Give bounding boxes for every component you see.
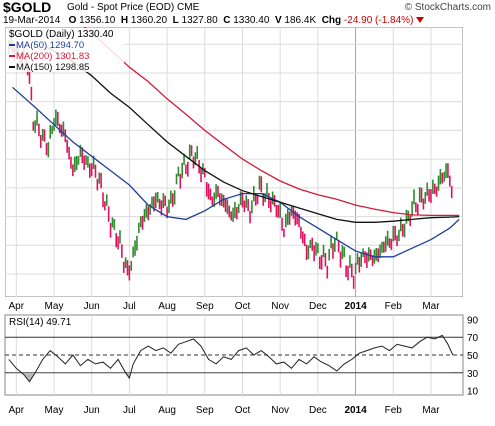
- price-xtick-label: May: [45, 301, 64, 312]
- high-label: H: [120, 15, 129, 26]
- ma50-legend-label: MA(50) 1294.70: [16, 40, 84, 51]
- ma200-legend-label: MA(200) 1301.83: [16, 51, 89, 62]
- price-xtick-label: Jun: [84, 301, 100, 312]
- rsi-xtick-label: Sep: [196, 405, 214, 416]
- price-legend-bg: [6, 28, 124, 72]
- x-axis: Apr Apr May May Jun Jun Jul Jul Aug Aug Sep Sep Oct O…: [9, 301, 441, 416]
- down-arrow-icon: [416, 17, 425, 24]
- rsi-xtick-label: Nov: [271, 405, 289, 416]
- close-value: 1330.40: [233, 15, 270, 26]
- chart-symbol: $GOLD: [3, 0, 52, 15]
- ma150-line: [46, 46, 460, 223]
- price-ytick-label: 1200: [467, 270, 490, 281]
- volume-label: V: [274, 15, 282, 26]
- ma200-line: [83, 27, 460, 217]
- chart-subtitle: Gold - Spot Price (EOD) CME: [67, 2, 200, 13]
- price-xtick-label: Sep: [196, 301, 214, 312]
- price-legend-title: $GOLD (Daily) 1330.40: [9, 29, 114, 40]
- low-label: L: [172, 15, 179, 26]
- price-ytick-label: 1600: [467, 40, 490, 51]
- rsi-line: [8, 334, 454, 383]
- rsi-xtick-label: Mar: [422, 405, 440, 416]
- price-xtick-label: Jul: [123, 301, 136, 312]
- price-ytick-label: 1350: [467, 184, 490, 195]
- high-value: 1360.20: [130, 15, 168, 26]
- rsi-xtick-label: Aug: [158, 405, 176, 416]
- price-panel: 1600 1550 1500 1450 1400 1350 1300 1250 1200 $GOL…: [5, 27, 490, 297]
- rsi-xtick-label: Jul: [123, 405, 136, 416]
- price-xtick-label: Oct: [235, 301, 251, 312]
- rsi-xtick-label: Apr: [9, 405, 25, 416]
- volume-value: 186.4K: [284, 15, 317, 26]
- price-ytick-label: 1400: [467, 155, 490, 166]
- rsi-legend-title: RSI(14) 49.71: [9, 317, 72, 328]
- rsi-panel: 90 70 50 30 10 RSI(14) 49.71: [4, 314, 479, 398]
- quote-date: 19-Mar-2014: [3, 15, 61, 26]
- open-label: O: [68, 15, 77, 26]
- rsi-ytick-label: 10: [467, 387, 479, 398]
- rsi-ytick-label: 70: [467, 333, 479, 344]
- price-ytick-label: 1450: [467, 126, 490, 137]
- rsi-xtick-label: Dec: [309, 405, 327, 416]
- open-value: 1356.10: [79, 15, 116, 26]
- price-xtick-label: Feb: [385, 301, 403, 312]
- price-xtick-label: Mar: [422, 301, 440, 312]
- ma150-legend-label: MA(150) 1298.85: [16, 62, 89, 73]
- rsi-ytick-label: 30: [467, 369, 479, 380]
- rsi-xtick-label: May: [45, 405, 64, 416]
- price-ytick-label: 1300: [467, 213, 490, 224]
- rsi-xtick-label: Feb: [385, 405, 403, 416]
- low-value: 1327.80: [181, 15, 218, 26]
- price-ytick-label: 1500: [467, 98, 490, 109]
- price-xtick-label: Nov: [271, 301, 289, 312]
- rsi-legend-bg: [6, 316, 76, 328]
- rsi-ytick-label: 90: [467, 315, 479, 326]
- price-xtick-label: Dec: [309, 301, 327, 312]
- quote-bar: 19-Mar-2014 O 1356.10 H 1360.20 L 1327.8…: [3, 15, 425, 26]
- price-xtick-label: 2014: [344, 301, 367, 312]
- rsi-ytick-label: 50: [467, 351, 479, 362]
- close-label: C: [223, 15, 231, 26]
- price-ytick-label: 1550: [467, 69, 490, 80]
- price-xtick-label: Apr: [9, 301, 25, 312]
- change-value: -24.90 (-1.84%): [343, 15, 414, 26]
- price-ytick-label: 1250: [467, 241, 490, 252]
- stockcharts-logo[interactable]: © StockCharts.com: [404, 2, 491, 13]
- change-label: Chg: [321, 15, 342, 26]
- rsi-xtick-label: 2014: [344, 405, 367, 416]
- price-xtick-label: Aug: [158, 301, 176, 312]
- ma50-line: [12, 86, 460, 258]
- rsi-xtick-label: Jun: [84, 405, 100, 416]
- rsi-xtick-label: Oct: [235, 405, 251, 416]
